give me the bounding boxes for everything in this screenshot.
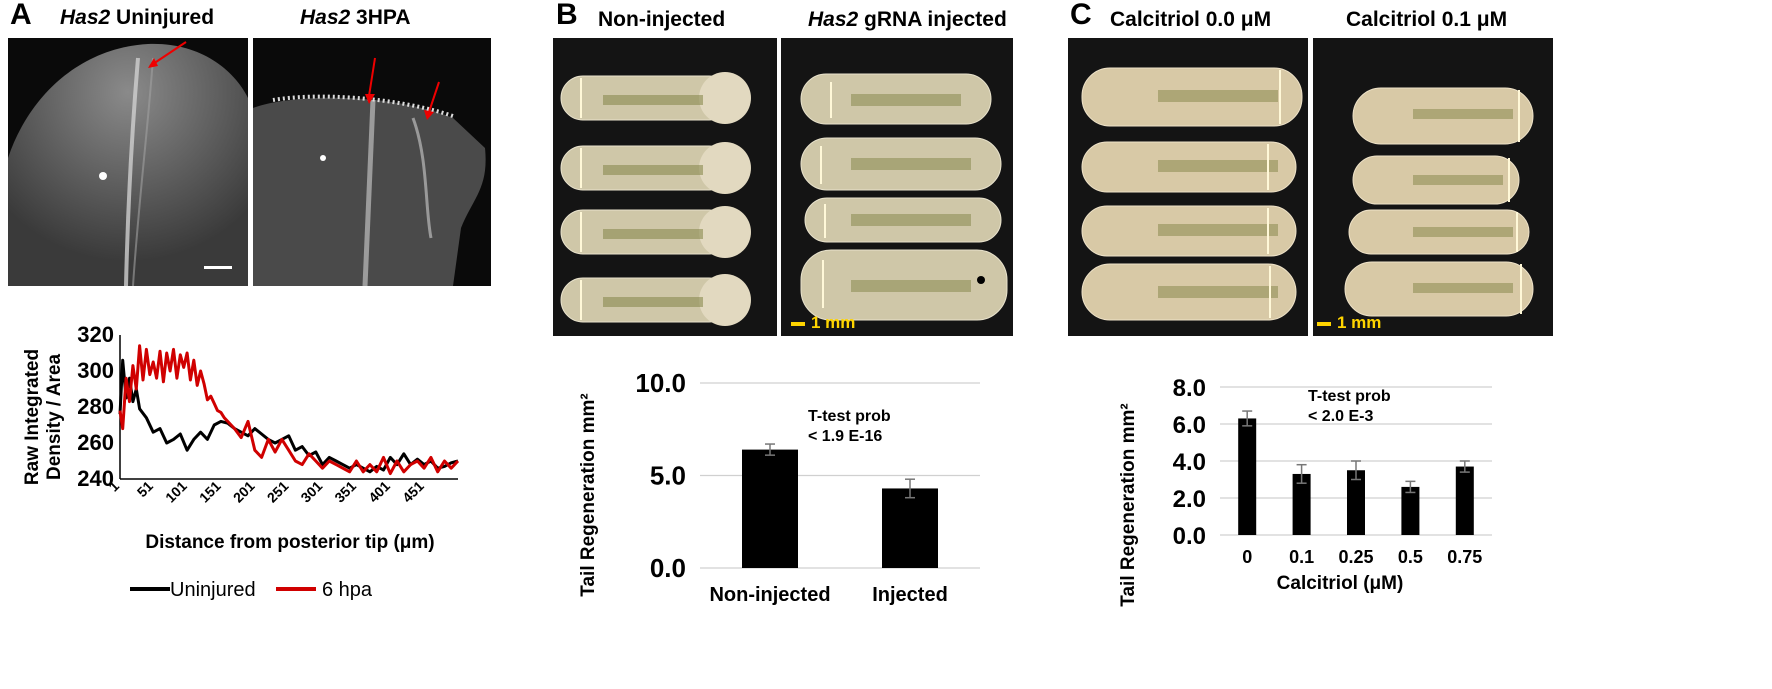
stat-annotation-line2: < 2.0 E-3 [1308,408,1373,425]
x-tick-label: 151 [196,478,224,506]
x-tick-label: 0.25 [1338,547,1373,567]
y-axis-ticks: 10.0 5.0 0.0 [635,368,686,583]
y-tick-label: 320 [77,322,114,347]
bar-0.1 [1292,473,1311,535]
y-tick-label: 280 [77,394,114,419]
y-tick-label: 4.0 [1173,449,1206,476]
bars [1238,410,1474,535]
photo-calcitriol-0.1: 1 mm [1313,38,1553,336]
x-tick-label: 451 [399,478,427,506]
photo-gRNA-injected-graphic [791,73,1008,326]
y-tick-label: 300 [77,358,114,383]
photo-calcitriol-0.1-graphic [1317,87,1534,326]
line-series [118,344,460,476]
scale-bar-label: 1 mm [1337,313,1382,332]
micrograph-uninjured-graphic [8,41,248,286]
y-axis-label-line2: Density / Area [44,354,65,480]
chart-intensity-profile: Raw Integrated Density / Area 320 300 280 2… [22,322,460,601]
image2-condition: gRNA injected [858,8,1007,31]
y-tick-label: 10.0 [635,368,686,398]
x-axis-label: Calcitriol (μM) [1277,573,1404,594]
y-tick-label: 5.0 [650,461,686,491]
panel-b-label: B [556,0,578,31]
image1-condition: Uninjured [110,6,215,29]
y-tick-label: 240 [77,466,114,491]
series-line-1 [118,344,460,476]
series-line-0 [118,358,459,474]
x-tick-label: 101 [162,478,190,506]
bar-0.5 [1401,486,1420,535]
x-tick-label: Non-injected [709,584,830,606]
bar-Non-injected [742,449,798,568]
x-tick-label: 201 [230,478,258,506]
y-tick-label: 260 [77,430,114,455]
y-tick-label: 2.0 [1173,486,1206,513]
x-tick-label: 251 [264,478,292,506]
photo-non-injected-graphic [560,72,751,326]
scale-bar [1317,322,1331,326]
y-axis-label: Tail Regeneration mm² [1118,403,1139,606]
bar-0.75 [1455,466,1474,535]
y-tick-label: 6.0 [1173,412,1206,439]
legend-label-6hpa: 6 hpa [322,579,373,601]
y-axis-label-line1: Raw Integrated [22,349,43,485]
y-axis-ticks: 8.0 6.0 4.0 2.0 0.0 [1173,375,1206,550]
gene-name: Has2 [60,6,111,29]
scale-bar [791,322,805,326]
x-tick-label: 301 [297,478,325,506]
y-axis-ticks: 320 300 280 260 240 [77,322,114,491]
bar-0 [1238,418,1257,535]
panel-b-image2-title: Has2 gRNA injected [808,8,1007,32]
x-axis-label: Distance from posterior tip (μm) [145,532,434,553]
y-tick-label: 0.0 [650,553,686,583]
gene-name: Has2 [300,6,351,29]
micrograph-3hpa [253,38,491,286]
stat-annotation-line1: T-test prob [1308,388,1391,405]
micrograph-3hpa-graphic [253,57,486,286]
x-tick-label: 0.75 [1447,547,1482,567]
micrograph-uninjured [8,38,248,286]
photo-non-injected [553,38,777,336]
x-tick-label: 0 [1242,547,1252,567]
bars [742,443,938,568]
panel-c-image1-title: Calcitriol 0.0 μM [1110,8,1272,31]
scale-bar-label: 1 mm [811,313,856,332]
panel-a-label: A [10,0,32,31]
x-axis-ticks: 0 0.1 0.25 0.5 0.75 [1242,547,1482,567]
x-axis-ticks: Non-injected Injected [709,584,947,606]
photo-calcitriol-0-graphic [1081,67,1303,321]
x-tick-label: 0.1 [1289,547,1314,567]
panel-c-label: C [1070,0,1092,31]
y-tick-label: 0.0 [1173,523,1206,550]
stat-annotation-line2: < 1.9 E-16 [808,428,882,445]
x-axis-ticks: 1 51 101 151 201 251 301 351 401 451 [105,478,427,506]
panel-a-image2-title: Has2 3HPA [300,6,411,30]
photo-calcitriol-0 [1068,38,1308,336]
x-tick-label: 401 [365,478,393,506]
image2-condition: 3HPA [350,6,411,29]
legend-label-uninjured: Uninjured [170,579,256,601]
legend: Uninjured 6 hpa [130,579,373,601]
x-tick-label: 51 [134,478,156,500]
panel-c-image2-title: Calcitriol 0.1 μM [1346,8,1508,31]
y-axis-label: Tail Regeneration mm² [578,393,599,596]
gene-name: Has2 [808,8,859,31]
bar-0.25 [1347,470,1365,535]
x-tick-label: 351 [331,478,359,506]
panel-b-image1-title: Non-injected [598,8,726,31]
x-tick-label: Injected [872,584,948,606]
chart-b-tail-regeneration: Tail Regeneration mm² 10.0 5.0 0.0 Non-inj… [578,368,980,606]
panel-a-image1-title: Has2 Uninjured [60,6,214,30]
stat-annotation-line1: T-test prob [808,408,891,425]
photo-gRNA-injected: 1 mm [781,38,1013,336]
x-tick-label: 0.5 [1398,547,1423,567]
y-tick-label: 8.0 [1173,375,1206,402]
bar-Injected [882,488,938,568]
